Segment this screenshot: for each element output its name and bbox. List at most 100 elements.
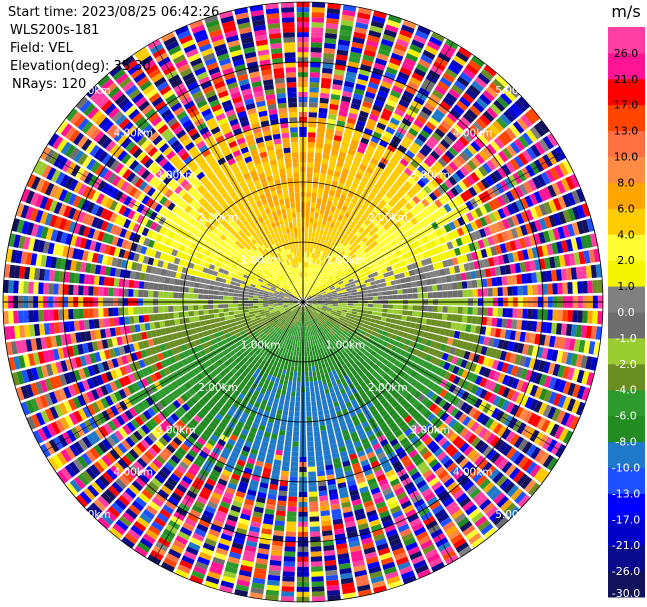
velocity-gate	[292, 376, 297, 382]
velocity-gate	[330, 288, 336, 292]
velocity-gate	[421, 235, 430, 244]
velocity-gate	[346, 174, 355, 182]
velocity-gate	[284, 546, 296, 552]
velocity-gate	[422, 143, 433, 154]
velocity-gate	[553, 336, 561, 349]
velocity-gate	[401, 283, 407, 289]
velocity-gate	[293, 351, 297, 357]
velocity-gate	[517, 285, 523, 296]
velocity-gate	[459, 71, 473, 84]
velocity-gate	[496, 195, 506, 207]
velocity-gate	[463, 244, 471, 253]
velocity-gate	[463, 163, 473, 174]
velocity-gate	[362, 253, 369, 260]
velocity-gate	[282, 576, 295, 582]
velocity-gate	[363, 127, 373, 136]
velocity-gate	[440, 139, 451, 149]
velocity-gate	[417, 201, 426, 211]
velocity-gate	[450, 274, 457, 282]
velocity-gate	[363, 96, 374, 104]
velocity-gate	[386, 286, 393, 291]
velocity-gate	[512, 121, 525, 134]
velocity-gate	[351, 247, 358, 254]
velocity-gate	[437, 291, 443, 298]
velocity-gate	[496, 318, 503, 328]
velocity-gate	[488, 212, 497, 223]
velocity-gate	[399, 272, 405, 279]
velocity-gate	[450, 187, 460, 197]
velocity-gate	[341, 189, 349, 196]
velocity-gate	[322, 404, 329, 411]
velocity-gate	[490, 246, 498, 256]
velocity-gate	[363, 275, 369, 280]
velocity-gate	[373, 10, 387, 19]
velocity-gate	[411, 72, 424, 82]
velocity-gate	[321, 163, 328, 170]
velocity-gate	[308, 476, 317, 482]
velocity-gate	[565, 267, 573, 281]
velocity-gate	[312, 2, 326, 8]
velocity-gate	[482, 307, 488, 316]
velocity-gate	[304, 292, 308, 298]
velocity-gate	[417, 179, 426, 188]
velocity-gate	[406, 282, 412, 288]
velocity-gate	[321, 439, 329, 446]
velocity-gate	[280, 394, 286, 401]
velocity-gate	[381, 135, 391, 144]
velocity-gate	[458, 264, 466, 273]
velocity-gate	[460, 192, 469, 202]
velocity-gate	[451, 282, 458, 290]
velocity-gate	[483, 214, 493, 225]
velocity-gate	[379, 187, 388, 195]
velocity-gate	[309, 97, 319, 103]
velocity-gate	[353, 279, 360, 284]
velocity-gate	[305, 212, 310, 218]
velocity-gate	[337, 294, 343, 298]
velocity-gate	[401, 62, 414, 72]
velocity-gate	[511, 274, 518, 285]
velocity-gate	[337, 115, 347, 122]
velocity-gate	[456, 314, 463, 323]
velocity-gate	[444, 250, 452, 259]
velocity-gate	[548, 214, 557, 228]
velocity-gate	[366, 286, 372, 290]
velocity-gate	[390, 216, 398, 224]
velocity-gate	[516, 319, 523, 330]
velocity-gate	[511, 319, 518, 330]
velocity-gate	[300, 326, 303, 332]
velocity-gate	[324, 263, 329, 269]
velocity-gate	[354, 244, 361, 251]
velocity-gate	[340, 172, 348, 180]
velocity-gate	[480, 326, 487, 335]
velocity-gate	[346, 153, 355, 161]
velocity-gate	[570, 237, 579, 251]
velocity-gate	[355, 22, 369, 30]
velocity-gate	[340, 193, 347, 201]
velocity-gate	[277, 495, 287, 502]
velocity-gate	[529, 207, 539, 220]
velocity-gate	[352, 134, 361, 142]
velocity-gate	[440, 276, 447, 284]
velocity-gate	[383, 272, 390, 278]
velocity-gate	[419, 188, 428, 198]
velocity-gate	[377, 191, 385, 199]
velocity-gate	[402, 305, 408, 310]
velocity-gate	[358, 226, 365, 234]
velocity-gate	[482, 146, 493, 159]
velocity-gate	[326, 174, 333, 181]
velocity-gate	[310, 37, 323, 43]
velocity-gate	[404, 167, 413, 177]
velocity-gate	[296, 386, 301, 392]
velocity-gate	[311, 292, 316, 297]
velocity-gate	[526, 320, 533, 331]
velocity-gate	[456, 154, 466, 165]
velocity-gate	[411, 262, 418, 269]
velocity-gate	[327, 306, 333, 309]
velocity-gate	[492, 338, 500, 348]
velocity-gate	[379, 263, 386, 270]
velocity-gate	[410, 123, 422, 133]
velocity-gate	[318, 364, 323, 370]
velocity-gate	[306, 294, 310, 299]
velocity-gate	[283, 379, 289, 386]
velocity-gate	[287, 506, 297, 512]
